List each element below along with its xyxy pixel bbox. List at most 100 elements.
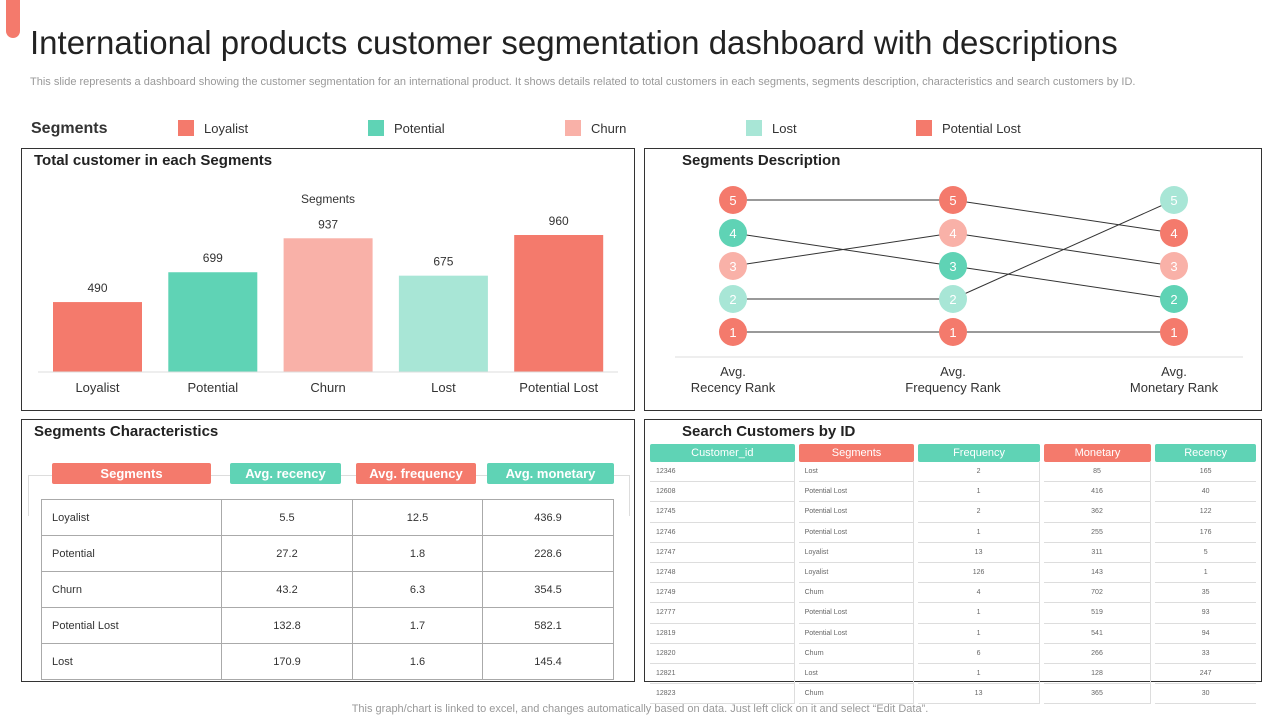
legend-swatch bbox=[368, 120, 384, 136]
table-cell: 702 bbox=[1043, 583, 1152, 604]
rank-number: 2 bbox=[729, 292, 736, 307]
table-cell: 126 bbox=[918, 562, 1040, 584]
legend-item: Loyalist bbox=[178, 120, 248, 136]
table-cell: 85 bbox=[1043, 462, 1152, 483]
legend-swatch bbox=[746, 120, 762, 136]
rank-dot bbox=[719, 252, 747, 280]
data-label: 937 bbox=[318, 217, 338, 231]
category-label: Lost bbox=[431, 380, 456, 395]
table-cell: Potential Lost bbox=[798, 623, 915, 644]
column-header: Segments bbox=[798, 444, 915, 462]
table-cell: 143 bbox=[1043, 562, 1152, 584]
table-cell: 145.4 bbox=[482, 643, 614, 680]
table-row: Churn 43.2 6.3 354.5 bbox=[41, 571, 614, 608]
category-label: Loyalist bbox=[75, 380, 119, 395]
legend-label: Churn bbox=[591, 120, 627, 136]
rank-number: 5 bbox=[729, 193, 736, 208]
table-cell: 1.8 bbox=[352, 535, 483, 572]
rank-number: 3 bbox=[949, 259, 956, 274]
table-cell: Churn bbox=[798, 583, 915, 604]
legend-swatch bbox=[916, 120, 932, 136]
table-row: 12608 Potential Lost 1 416 40 bbox=[650, 482, 1256, 503]
table-cell: 5.5 bbox=[221, 499, 353, 536]
panel-title: Total customer in each Segments bbox=[34, 152, 273, 169]
legend-item: Churn bbox=[565, 120, 626, 136]
table-cell: 128 bbox=[1043, 663, 1152, 685]
table-cell: 519 bbox=[1043, 603, 1152, 624]
table-cell: 12746 bbox=[650, 522, 795, 543]
table-row: 12823 Churn 13 365 30 bbox=[650, 684, 1256, 705]
table-row: Potential 27.2 1.8 228.6 bbox=[41, 535, 614, 572]
rank-number: 5 bbox=[1170, 193, 1177, 208]
column-label: Avg. bbox=[1161, 364, 1187, 379]
table-row: 12746 Potential Lost 1 255 176 bbox=[650, 522, 1256, 543]
table-cell: 12820 bbox=[650, 643, 795, 664]
table-cell: 2 bbox=[918, 462, 1040, 483]
table-cell: 1 bbox=[918, 603, 1040, 624]
table-cell: 176 bbox=[1155, 523, 1256, 543]
column-label: Monetary Rank bbox=[1130, 380, 1219, 395]
table-cell: Churn bbox=[798, 643, 915, 664]
table-cell: 13 bbox=[918, 684, 1040, 705]
rank-link bbox=[732, 232, 954, 267]
bar bbox=[53, 302, 142, 372]
bar bbox=[168, 272, 258, 372]
header-avg-monetary: Avg. monetary bbox=[487, 463, 614, 484]
category-label: Potential bbox=[188, 380, 239, 395]
legend-swatch bbox=[565, 120, 581, 136]
table-cell: 354.5 bbox=[482, 571, 614, 608]
table-cell: Potential Lost bbox=[798, 522, 915, 543]
legend-swatch bbox=[178, 120, 194, 136]
bar bbox=[398, 275, 488, 372]
legend-label: Potential bbox=[394, 120, 445, 136]
legend-item: Potential bbox=[368, 120, 445, 136]
segments-description-panel: Segments Description 5 4 3 2 1 Avg. Recency Ra… bbox=[644, 148, 1262, 411]
rank-number: 4 bbox=[729, 226, 736, 241]
rank-link bbox=[952, 199, 1175, 234]
rank-dot bbox=[1160, 252, 1188, 280]
table-cell: 1 bbox=[918, 623, 1040, 644]
rank-dot bbox=[939, 252, 967, 280]
table-row: 12748 Loyalist 126 143 1 bbox=[650, 562, 1256, 584]
table-cell: 12749 bbox=[650, 583, 795, 604]
column-label: Avg. bbox=[720, 364, 746, 379]
table-cell: 582.1 bbox=[482, 607, 614, 644]
table-cell: Potential Lost bbox=[798, 482, 915, 503]
table-cell: 255 bbox=[1043, 522, 1152, 543]
table-row: 12346 Lost 2 85 165 bbox=[650, 462, 1256, 483]
rank-dot bbox=[719, 186, 747, 214]
rank-dot bbox=[719, 219, 747, 247]
table-cell: 12.5 bbox=[352, 499, 483, 536]
column-label: Frequency Rank bbox=[905, 380, 1001, 395]
table-cell: Loyalist bbox=[798, 562, 915, 584]
rank-dot bbox=[719, 285, 747, 313]
table-cell: 228.6 bbox=[482, 535, 614, 572]
characteristics-table: Loyalist 5.5 12.5 436.9 Potential 27.2 1.8 228.… bbox=[41, 499, 614, 680]
table-cell: 1 bbox=[918, 482, 1040, 503]
rank-dot bbox=[939, 285, 967, 313]
header-segments: Segments bbox=[52, 463, 211, 484]
rank-dot bbox=[939, 186, 967, 214]
customers-table: Customer_id Segments Frequency Monetary Rece… bbox=[646, 444, 1260, 705]
table-cell: Lost bbox=[41, 643, 222, 680]
page-title: International products customer segmenta… bbox=[30, 24, 1118, 61]
table-cell: 12819 bbox=[650, 623, 795, 644]
table-row: 12819 Potential Lost 1 541 94 bbox=[650, 623, 1256, 644]
table-cell: 416 bbox=[1043, 482, 1152, 503]
table-cell: 132.8 bbox=[221, 607, 353, 644]
header-avg-recency: Avg. recency bbox=[230, 463, 341, 484]
table-cell: 33 bbox=[1155, 644, 1256, 664]
table-row: 12747 Loyalist 13 311 5 bbox=[650, 542, 1256, 563]
table-cell: 2 bbox=[918, 502, 1040, 523]
table-cell: 12747 bbox=[650, 542, 795, 563]
page-subtitle: This slide represents a dashboard showin… bbox=[30, 76, 1136, 88]
table-cell: Loyalist bbox=[41, 499, 222, 536]
rank-dot bbox=[719, 318, 747, 346]
table-cell: 1 bbox=[918, 663, 1040, 685]
accent-bar bbox=[6, 0, 20, 38]
table-cell: 1 bbox=[1155, 563, 1256, 584]
bar bbox=[514, 235, 604, 372]
column-header: Customer_id bbox=[650, 444, 795, 462]
table-cell: 30 bbox=[1155, 684, 1256, 705]
